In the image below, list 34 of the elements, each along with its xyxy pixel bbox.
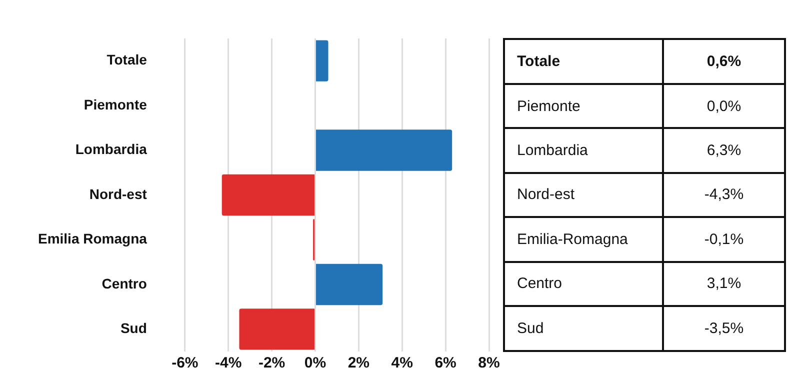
bar — [316, 130, 452, 171]
data-label: 6,3% — [663, 128, 785, 173]
text: Centro — [504, 262, 663, 306]
text: Lombardia — [504, 128, 663, 173]
x-tick-label: -6% — [172, 354, 198, 372]
data-label: -3,5% — [663, 306, 785, 351]
data-label: 0,0% — [663, 84, 785, 128]
x-tick-label: 2% — [348, 354, 370, 372]
data-label: -4,3% — [663, 172, 785, 218]
y-tick-label: Sud — [120, 320, 147, 336]
text: Nord-est — [504, 172, 663, 218]
bar — [222, 174, 314, 216]
y-tick-label: Emilia Romagna — [38, 230, 148, 247]
x-tick-label: -2% — [258, 354, 286, 372]
y-tick-label: Centro — [102, 275, 147, 292]
x-tick-label: 6% — [434, 354, 456, 372]
text: Emilia-Romagna — [504, 217, 663, 262]
text: Sud — [504, 306, 663, 351]
y-tick-label: Nord-est — [89, 186, 148, 202]
data-label: -0,1% — [663, 217, 785, 262]
bar — [316, 264, 383, 306]
text: Totale — [504, 39, 663, 84]
bar — [239, 308, 314, 350]
data-label: 0,6% — [663, 39, 785, 84]
data-label: 3,1% — [663, 262, 785, 306]
y-tick-label: Totale — [106, 52, 148, 68]
text: Piemonte — [504, 84, 663, 128]
x-tick-label: -4% — [215, 354, 242, 372]
bar — [316, 40, 328, 82]
y-tick-label: Piemonte — [84, 96, 148, 112]
x-tick-label: 8% — [478, 354, 500, 372]
y-tick-label: Lombardia — [75, 141, 148, 158]
x-tick-label: 0% — [304, 354, 326, 372]
x-tick-label: 4% — [391, 354, 413, 372]
